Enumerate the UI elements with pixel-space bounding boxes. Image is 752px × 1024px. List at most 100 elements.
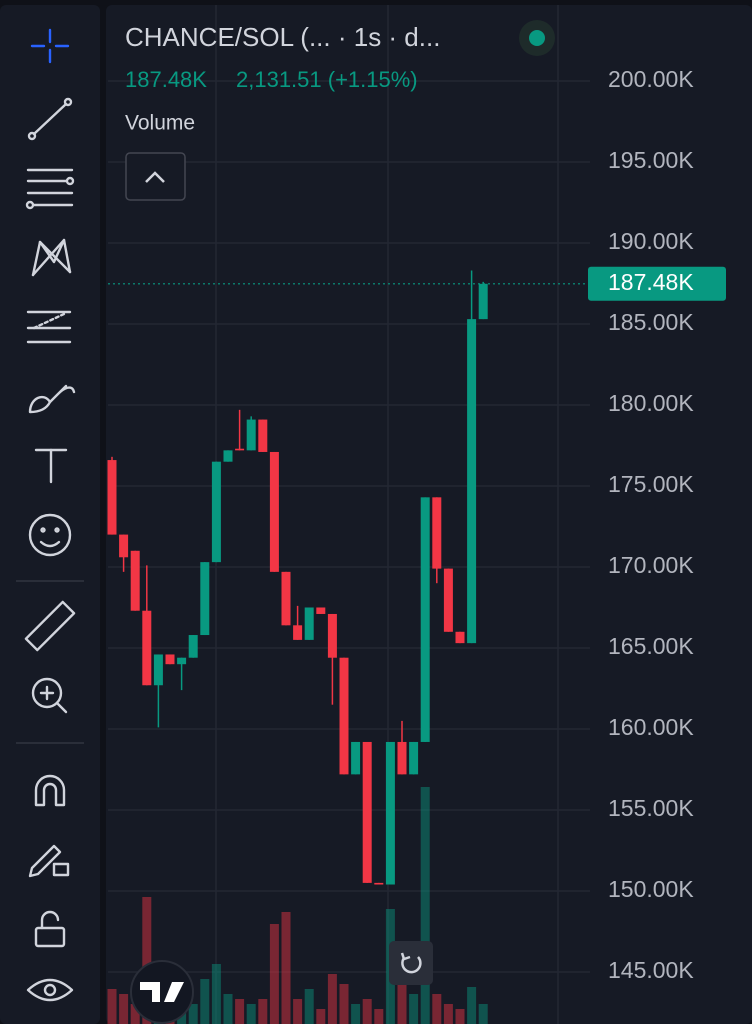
chart-title: CHANCE/SOL (... · 1s · d... [125, 22, 440, 52]
volume-bar [304, 989, 314, 1024]
logo-mark [140, 982, 184, 1002]
y-tick-label: 200.00K [608, 66, 694, 92]
y-tick-label: 175.00K [608, 471, 694, 497]
candle-body [397, 741, 407, 775]
y-tick-label: 180.00K [608, 390, 694, 416]
lock-drawings[interactable] [28, 844, 70, 878]
candle-body [107, 460, 117, 535]
candle-body [142, 610, 152, 686]
volume-bar [478, 1004, 488, 1024]
lock-tool[interactable] [34, 910, 66, 948]
candle-body [304, 607, 314, 640]
volume-bar [374, 1009, 384, 1024]
volume-label: Volume [125, 112, 195, 135]
logo[interactable] [130, 960, 194, 1024]
toolbar-icons [16, 28, 84, 1002]
volume-bar [327, 974, 337, 1024]
zoom-tool[interactable] [31, 677, 68, 714]
candle-body [269, 451, 279, 572]
y-tick-label: 195.00K [608, 147, 694, 173]
candle-body [327, 613, 337, 658]
change: 2,131.51 (+1.15%) [236, 67, 418, 92]
y-tick-label: 160.00K [608, 714, 694, 740]
candle-body [351, 741, 361, 775]
collapse-button[interactable] [125, 152, 186, 201]
reset-icon [400, 952, 411, 961]
candle-body [420, 497, 430, 742]
plot [107, 5, 590, 1024]
candle-body [153, 654, 163, 686]
volume-bar [409, 994, 419, 1024]
y-tick-label: 150.00K [608, 876, 694, 902]
y-tick-label: 165.00K [608, 633, 694, 659]
ruler-tool[interactable] [24, 600, 76, 652]
last-close: 187.48K [125, 67, 207, 92]
volume-bar [142, 897, 152, 1024]
y-tick-label: 190.00K [608, 228, 694, 254]
volume-bar [432, 994, 442, 1024]
candle-body [258, 419, 268, 452]
magnet-tool[interactable] [34, 774, 66, 807]
volume-bar [211, 964, 221, 1024]
prediction-tool[interactable] [26, 310, 72, 344]
candle-body [339, 657, 349, 775]
volume-bar [339, 984, 349, 1024]
volume-bar [223, 994, 233, 1024]
volume-bar [119, 994, 129, 1024]
candle-body [455, 631, 465, 644]
emoji-tool[interactable] [28, 513, 72, 557]
volume-bar [107, 989, 117, 1024]
volume-bar [293, 999, 303, 1024]
volume-bar [188, 1004, 198, 1024]
fib-tool[interactable] [25, 168, 75, 210]
candle-body [281, 571, 291, 626]
visibility-tool[interactable] [26, 978, 74, 1002]
candle-body [119, 534, 129, 558]
volume-bar [455, 1009, 465, 1024]
y-tick-label: 145.00K [608, 957, 694, 983]
candle-body [223, 450, 233, 462]
candle-body [432, 497, 442, 569]
volume-bar [235, 999, 245, 1024]
y-tick-label: 185.00K [608, 309, 694, 335]
candle-body [316, 607, 326, 614]
volume-bar [281, 912, 291, 1024]
candle-body [385, 741, 395, 885]
volume-bar [269, 924, 279, 1024]
volume-bar [200, 979, 210, 1024]
volume-bar [362, 999, 372, 1024]
candle-body [362, 741, 372, 883]
candle-body [200, 562, 210, 636]
candle-body [177, 657, 187, 665]
volume-bar [443, 1004, 453, 1024]
candle-body [443, 568, 453, 632]
y-tick-label: 155.00K [608, 795, 694, 821]
candle-body [246, 419, 256, 451]
y-tick-label: 170.00K [608, 552, 694, 578]
candle-body [235, 448, 245, 451]
candle-body [211, 461, 221, 563]
volume-bar [130, 1004, 140, 1024]
text-tool[interactable] [34, 448, 68, 484]
reset-button[interactable] [389, 941, 433, 985]
volume-bar [420, 787, 430, 1024]
candle-body [478, 283, 488, 320]
last-price-box [588, 266, 726, 301]
reset-icon [401, 956, 422, 974]
collapse-icon [145, 171, 165, 183]
candle-body [293, 625, 303, 640]
pattern-tool[interactable] [31, 238, 72, 277]
crosshair-tool[interactable] [30, 28, 70, 64]
volume-bar [467, 987, 477, 1024]
candle-body [165, 654, 175, 665]
last-price-label: 187.48K [608, 269, 694, 295]
status-dot [529, 30, 545, 46]
volume-bar [246, 1004, 256, 1024]
candle-body [467, 319, 477, 644]
candle-body [409, 741, 419, 775]
brush-tool[interactable] [28, 384, 76, 414]
volume-bar [397, 984, 407, 1024]
trend-line-tool[interactable] [27, 97, 73, 141]
candle-body [130, 550, 140, 611]
